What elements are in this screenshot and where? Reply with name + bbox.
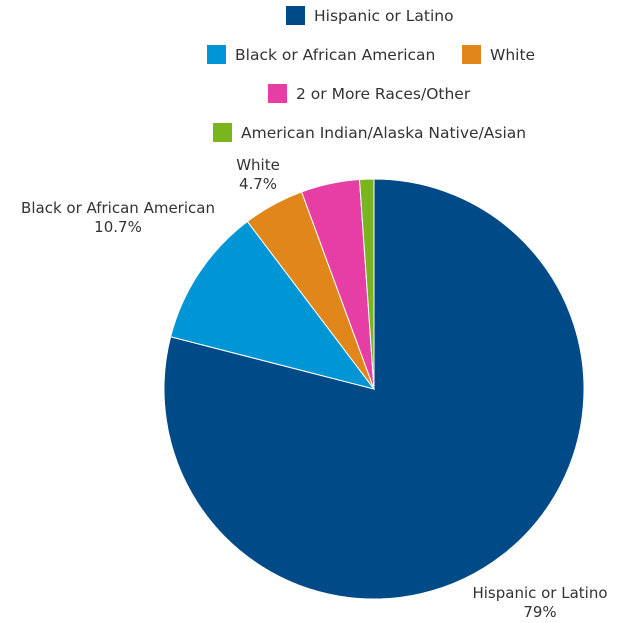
legend-label-white: White [490, 45, 536, 64]
legend-label-american-indian-alaska-native-asian: American Indian/Alaska Native/Asian [241, 123, 527, 142]
data-label-black-or-african-american-value: 10.7% [94, 218, 142, 236]
legend-item-white: White [462, 45, 535, 64]
pie-slice-black-or-african-american [169, 220, 376, 390]
legend-item-american-indian-alaska-native-asian: American Indian/Alaska Native/Asian [213, 123, 526, 142]
legend-label-hispanic-or-latino: Hispanic or Latino [314, 6, 454, 25]
legend-swatch-2-or-more-races-other [268, 84, 287, 103]
data-label-hispanic-or-latino-name: Hispanic or Latino [472, 584, 608, 602]
legend-item-hispanic-or-latino: Hispanic or Latino [286, 6, 454, 25]
legend-swatch-white [462, 45, 481, 64]
legend-item-2-or-more-races-other: 2 or More Races/Other [268, 84, 470, 103]
data-label-white-name: White [236, 156, 280, 174]
legend-label-2-or-more-races-other: 2 or More Races/Other [296, 84, 471, 103]
data-label-hispanic-or-latino: Hispanic or Latino 79% [460, 584, 620, 622]
legend-label-black-or-african-american: Black or African American [235, 45, 436, 64]
legend-swatch-hispanic-or-latino [286, 6, 305, 25]
legend-swatch-american-indian-alaska-native-asian [213, 123, 232, 142]
pie-slice-american-indian-alaska-native-asian [358, 178, 375, 390]
data-label-black-or-african-american: Black or African American 10.7% [8, 199, 228, 237]
data-label-black-or-african-american-name: Black or African American [21, 199, 215, 217]
legend-swatch-black-or-african-american [207, 45, 226, 64]
legend-item-black-or-african-american: Black or African American [207, 45, 435, 64]
data-label-white-value: 4.7% [238, 175, 278, 193]
data-label-hispanic-or-latino-value: 79% [523, 603, 557, 621]
pie-slices [163, 178, 585, 600]
data-label-white: White 4.7% [228, 156, 288, 194]
